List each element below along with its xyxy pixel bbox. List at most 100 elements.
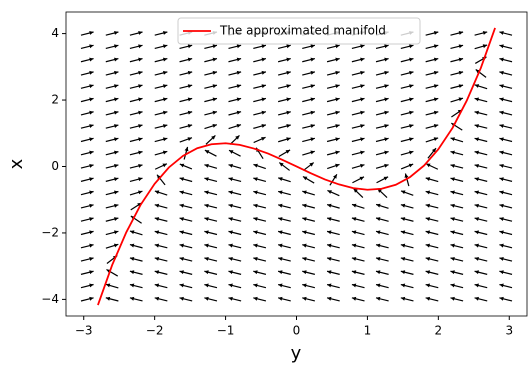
y-tick-label: 2 [51,93,59,107]
quiver-arrow [499,137,513,143]
quiver-arrow [326,57,340,63]
quiver-arrow [302,296,316,302]
arrow-head [89,256,94,261]
arrow-head [433,137,439,142]
quiver-arrow [425,31,439,36]
arrow-head [285,149,291,154]
arrow-head [458,84,464,89]
arrow-head [327,230,332,235]
arrow-head [278,243,283,248]
arrow-head [162,97,168,102]
arrow-head [114,57,119,62]
arrow-head [335,163,340,168]
quiver-arrow [425,70,439,76]
arrow-head [204,283,209,288]
arrow-head [89,270,94,275]
arrow-head [138,137,143,142]
quiver-arrow [474,283,488,289]
quiver-arrow [179,44,193,50]
quiver-arrow [204,57,218,63]
arrow-head [302,243,307,248]
arrow-head [310,110,315,115]
quiver-arrow [253,296,267,302]
arrow-head [89,110,94,115]
arrow-head [401,190,406,195]
arrow-head [89,203,94,208]
quiver-arrow [326,124,340,129]
quiver-arrow [425,256,439,262]
arrow-head [253,230,258,235]
arrow-head [228,163,233,168]
quiver-arrow [105,97,119,103]
arrow-head [138,84,143,89]
arrow-head [138,31,143,35]
arrow-head [204,270,209,275]
plot-frame [65,11,528,317]
arrow-head [278,270,283,275]
quiver-arrow [400,97,414,103]
arrow-head [187,70,193,75]
arrow-head [228,296,233,301]
quiver-arrow [400,70,414,76]
arrow-head [89,163,94,168]
arrow-head [278,190,283,195]
quiver-arrow [129,150,143,156]
quiver-arrow [129,177,143,182]
arrow-head [179,177,184,182]
arrow-head [409,70,414,75]
arrow-head [310,44,315,49]
arrow-head [204,256,209,261]
quiver-arrow [278,137,291,143]
arrow-head [286,124,291,128]
arrow-head [286,110,291,115]
arrow-head [154,283,160,288]
quiver-arrow [277,70,291,76]
quiver-arrow [351,57,365,63]
quiver-arrow [154,44,168,50]
arrow-head [425,270,431,275]
quiver-arrow [425,190,439,196]
quiver-arrow [499,177,513,182]
arrow-head [474,84,480,88]
quiver-arrow [375,124,389,129]
quiver-arrow [400,44,414,50]
quiver-arrow [183,146,189,160]
quiver-arrow [326,203,340,209]
arrow-head [425,217,431,221]
arrow-head [156,174,162,180]
arrow-head [261,124,266,128]
quiver-arrow [425,243,439,249]
quiver-arrow [302,97,316,103]
quiver-arrow [499,243,513,249]
arrow-head [360,124,365,128]
arrow-head [261,110,266,115]
quiver-arrow [450,217,464,222]
arrow-head [499,296,504,301]
quiver-arrow [351,283,365,289]
arrow-head [179,243,184,248]
quiver-arrow [154,190,168,196]
arrow-head [129,270,135,275]
arrow-head [253,163,258,168]
quiver-arrow [228,57,242,63]
quiver-arrow [80,270,94,275]
arrow-head [474,177,479,182]
quiver-arrow [450,270,464,275]
arrow-head [400,270,406,275]
arrow-head [114,203,119,208]
quiver-arrow [375,296,389,302]
quiver-arrow [303,162,315,171]
quiver-arrow [425,203,439,209]
arrow-head [499,270,504,275]
quiver-arrow [154,84,168,89]
quiver-arrow [474,270,488,275]
quiver-arrow [302,137,315,143]
quiver-arrow [154,110,168,116]
arrow-head [384,44,389,49]
quiver-arrow [179,70,193,76]
quiver-arrow [253,44,267,50]
quiver-arrow [204,190,218,196]
quiver-arrow [499,217,513,222]
quiver-arrow [228,123,242,130]
